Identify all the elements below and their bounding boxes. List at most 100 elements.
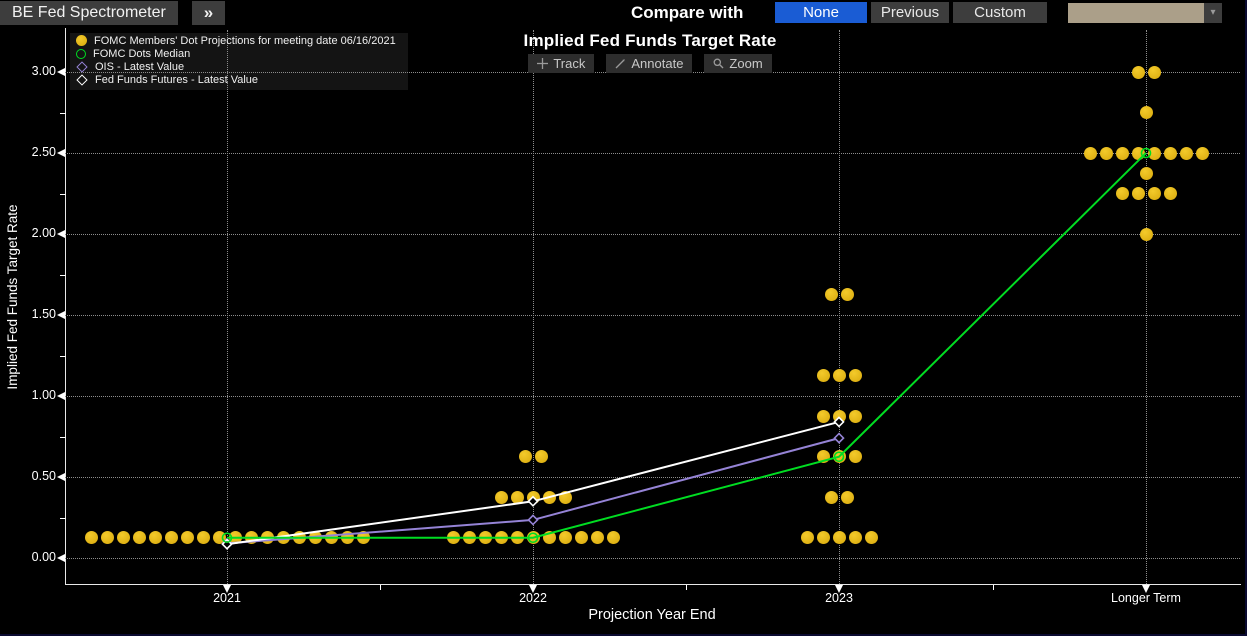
y-tick-label: 3.00 bbox=[31, 64, 56, 78]
compare-previous-button[interactable]: Previous bbox=[871, 2, 949, 23]
track-icon bbox=[537, 58, 549, 69]
filled-circle-icon bbox=[76, 35, 87, 46]
fomc-dot bbox=[212, 531, 226, 545]
y-major-tick bbox=[57, 68, 65, 76]
fomc-dot bbox=[276, 531, 290, 545]
fomc-dot bbox=[848, 369, 862, 383]
fomc-dot bbox=[100, 531, 114, 545]
x-tick-label: 2021 bbox=[213, 591, 241, 605]
expand-chevron-button[interactable]: » bbox=[192, 1, 225, 25]
x-axis-title: Projection Year End bbox=[588, 607, 716, 623]
track-button[interactable]: Track bbox=[528, 54, 595, 73]
fomc-dot bbox=[816, 531, 830, 545]
legend-item-fomc-median: FOMC Dots Median bbox=[76, 47, 396, 60]
h-gridline bbox=[65, 558, 1240, 559]
fomc-dot bbox=[1139, 166, 1153, 180]
annotate-button[interactable]: Annotate bbox=[606, 54, 693, 73]
compare-custom-dropdown[interactable] bbox=[1068, 3, 1204, 23]
fomc-dot bbox=[824, 490, 838, 504]
open-diamond-icon bbox=[76, 73, 88, 86]
fomc-dot bbox=[848, 450, 862, 464]
legend-label: Fed Funds Futures - Latest Value bbox=[95, 73, 259, 86]
fomc-dot bbox=[590, 531, 604, 545]
fomc-dot bbox=[800, 531, 814, 545]
fomc-dot bbox=[84, 531, 98, 545]
fomc-dot bbox=[324, 531, 338, 545]
y-tick-label: 1.00 bbox=[31, 388, 56, 402]
open-diamond-icon bbox=[76, 60, 88, 73]
fomc-dot bbox=[1139, 227, 1153, 241]
x-tick-label: Longer Term bbox=[1111, 591, 1181, 605]
zoom-button[interactable]: Zoom bbox=[704, 54, 772, 73]
y-minor-tick bbox=[60, 112, 66, 114]
legend-item-fed-funds-futures: Fed Funds Futures - Latest Value bbox=[76, 73, 396, 86]
y-tick-label: 2.50 bbox=[31, 145, 56, 159]
fomc-dot bbox=[1115, 187, 1129, 200]
fomc-dot bbox=[864, 531, 878, 545]
fomc-dot bbox=[606, 531, 620, 545]
fomc-dot bbox=[148, 531, 162, 545]
fomc-dot bbox=[1083, 146, 1097, 160]
fomc-dot bbox=[494, 531, 508, 545]
fomc-dot bbox=[292, 531, 306, 545]
fomc-dot bbox=[478, 531, 492, 545]
open-circle-icon bbox=[76, 48, 86, 59]
fomc-dot bbox=[1147, 187, 1161, 200]
fomc-dot bbox=[132, 531, 146, 545]
fomc-dot bbox=[308, 531, 322, 545]
zoom-label: Zoom bbox=[729, 56, 763, 71]
fomc-dot bbox=[558, 531, 572, 545]
dropdown-arrow-icon[interactable]: ▾ bbox=[1204, 3, 1222, 23]
y-major-tick bbox=[57, 392, 65, 400]
y-axis-title: Implied Fed Funds Target Rate bbox=[5, 204, 20, 390]
y-major-tick bbox=[57, 149, 65, 157]
y-minor-tick bbox=[60, 436, 66, 438]
fomc-dot bbox=[510, 531, 524, 545]
x-minor-tick bbox=[686, 585, 687, 590]
legend-label: OIS - Latest Value bbox=[95, 60, 185, 73]
compare-custom-button[interactable]: Custom bbox=[953, 2, 1047, 23]
fomc-dot bbox=[816, 369, 830, 383]
fomc-dot bbox=[462, 531, 476, 545]
fomc-dot bbox=[832, 409, 846, 423]
zoom-icon bbox=[713, 58, 724, 69]
fomc-dot bbox=[1163, 187, 1177, 200]
window-border bbox=[1245, 0, 1247, 636]
fomc-dot bbox=[1163, 146, 1177, 160]
fomc-dot bbox=[228, 531, 242, 545]
fomc-dot bbox=[180, 531, 194, 545]
fomc-dot bbox=[1131, 146, 1145, 160]
top-bar: BE Fed Spectrometer » Compare with None … bbox=[0, 0, 1247, 26]
legend-label: FOMC Dots Median bbox=[93, 47, 191, 60]
chart-title: Implied Fed Funds Target Rate bbox=[523, 31, 777, 50]
fomc-dot bbox=[1195, 146, 1209, 160]
fomc-dot bbox=[510, 490, 524, 504]
fomc-dot bbox=[356, 531, 370, 545]
window-border bbox=[0, 634, 1247, 636]
legend-label: FOMC Members' Dot Projections for meetin… bbox=[94, 34, 396, 47]
y-minor-tick bbox=[60, 355, 66, 357]
track-label: Track bbox=[553, 56, 586, 71]
y-minor-tick bbox=[60, 193, 66, 195]
y-major-tick bbox=[57, 473, 65, 481]
app-title-tab[interactable]: BE Fed Spectrometer bbox=[0, 1, 178, 25]
fomc-dot bbox=[832, 531, 846, 545]
fomc-dot bbox=[340, 531, 354, 545]
fomc-dot bbox=[824, 288, 838, 302]
fomc-dot bbox=[1115, 146, 1129, 160]
fomc-dot bbox=[1147, 146, 1161, 160]
compare-none-button[interactable]: None bbox=[775, 2, 867, 23]
y-minor-tick bbox=[60, 274, 66, 276]
x-minor-tick bbox=[380, 585, 381, 590]
fomc-dot bbox=[558, 490, 572, 504]
fomc-dot bbox=[116, 531, 130, 545]
fomc-dot bbox=[848, 531, 862, 545]
y-tick-label: 0.50 bbox=[31, 469, 56, 483]
fomc-dot bbox=[848, 409, 862, 423]
fomc-dot bbox=[1099, 146, 1113, 160]
fomc-dot bbox=[574, 531, 588, 545]
fomc-dot bbox=[816, 409, 830, 423]
annotate-icon bbox=[615, 59, 626, 69]
y-tick-label: 1.50 bbox=[31, 307, 56, 321]
x-major-tick bbox=[529, 585, 537, 593]
